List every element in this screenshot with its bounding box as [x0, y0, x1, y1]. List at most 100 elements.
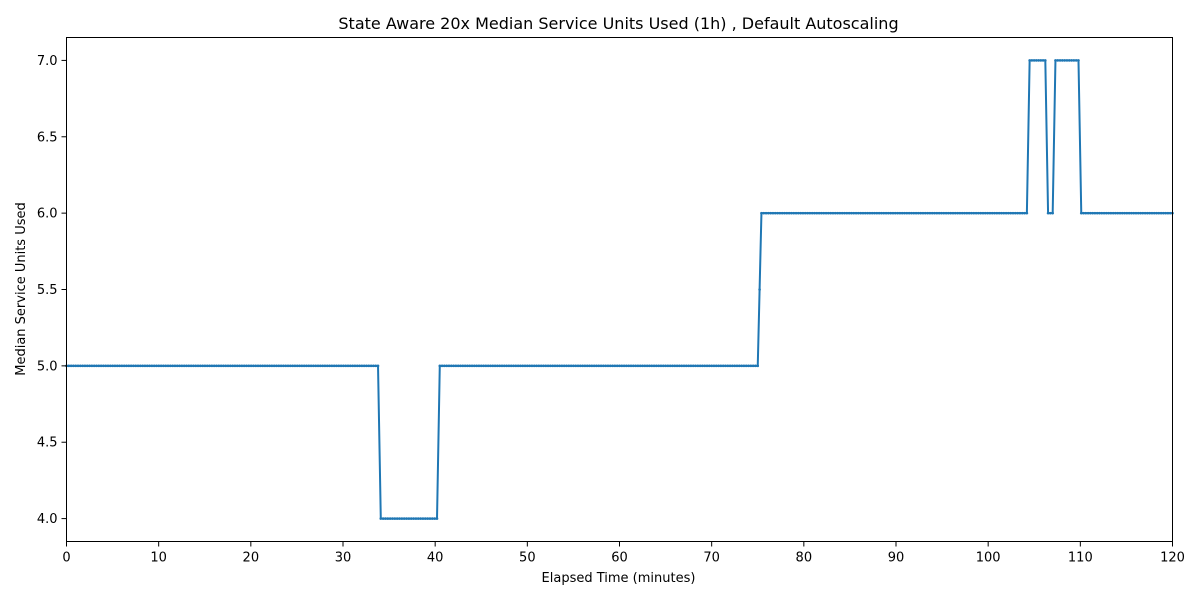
data-point [256, 364, 260, 368]
data-point [118, 364, 121, 368]
data-point [81, 364, 84, 368]
data-point [388, 517, 392, 520]
data-point [400, 517, 404, 520]
data-point [102, 364, 105, 368]
data-point [447, 364, 451, 368]
data-point [551, 364, 554, 368]
data-point [355, 364, 359, 368]
data-point [574, 364, 578, 368]
data-point [572, 364, 575, 368]
data-point [484, 364, 488, 368]
data-point [783, 211, 786, 215]
data-point [705, 364, 709, 368]
data-point [261, 364, 264, 368]
data-point [85, 364, 89, 368]
data-point [585, 364, 589, 368]
data-point [325, 364, 329, 368]
data-point [546, 364, 550, 368]
data-point [134, 364, 138, 368]
data-point [645, 364, 649, 368]
data-point [491, 364, 495, 368]
data-point [270, 364, 274, 368]
data-point [632, 364, 635, 368]
data-point [771, 211, 775, 215]
data-point [740, 364, 743, 368]
data-point [175, 364, 179, 368]
data-point [479, 364, 483, 368]
data-point [767, 211, 770, 215]
data-point [680, 364, 684, 368]
data-point [1148, 211, 1151, 215]
data-point [1159, 211, 1163, 215]
data-point [643, 364, 647, 368]
data-point [1125, 211, 1129, 215]
data-point [512, 364, 515, 368]
data-point [1065, 59, 1069, 62]
data-point [493, 364, 497, 368]
data-point [977, 211, 980, 215]
data-point [1032, 59, 1036, 62]
data-point [277, 364, 281, 368]
data-point [972, 211, 976, 215]
data-point [374, 364, 378, 368]
data-point [641, 364, 644, 368]
data-point [475, 364, 478, 368]
data-point [139, 364, 142, 368]
data-point [372, 364, 375, 368]
data-point [152, 364, 156, 368]
data-point [143, 364, 147, 368]
data-point [567, 364, 571, 368]
data-point [703, 364, 707, 368]
data-point [685, 364, 688, 368]
data-point [507, 364, 511, 368]
y-axis: 4.0 4.5 5.0 5.5 6.0 6.5 7.0 [37, 54, 67, 527]
data-point [245, 364, 248, 368]
data-point [924, 211, 927, 215]
data-point [648, 364, 651, 368]
x-tick-label: 80 [796, 551, 813, 566]
data-point [509, 364, 513, 368]
x-tick-label: 30 [335, 551, 352, 566]
data-point [1028, 59, 1031, 62]
data-point [132, 364, 135, 368]
data-point [358, 364, 361, 368]
data-point [516, 364, 520, 368]
data-point [780, 211, 784, 215]
data-point [367, 364, 371, 368]
data-point [1093, 211, 1097, 215]
data-point [182, 364, 186, 368]
data-point [1111, 211, 1115, 215]
data-point [958, 211, 962, 215]
data-point [500, 364, 504, 368]
data-point [836, 211, 839, 215]
data-point [995, 211, 999, 215]
data-point [933, 211, 936, 215]
data-point [935, 211, 939, 215]
data-point [769, 211, 772, 215]
data-point [111, 364, 114, 368]
data-point [259, 364, 262, 368]
data-point [519, 364, 522, 368]
data-point [279, 364, 283, 368]
data-point [731, 364, 734, 368]
data-point [157, 364, 161, 368]
data-point [1136, 211, 1140, 215]
data-point [125, 364, 128, 368]
data-point [173, 364, 177, 368]
data-point [530, 364, 534, 368]
data-point [1044, 59, 1047, 62]
data-point [240, 364, 244, 368]
data-point [1011, 211, 1015, 215]
y-tick-label: 4.5 [37, 436, 58, 451]
data-point [721, 364, 725, 368]
data-point [309, 364, 313, 368]
data-point [831, 211, 835, 215]
x-axis: 0 10 20 30 40 50 60 70 80 90 100 110 120 [62, 541, 1185, 566]
data-point [489, 364, 492, 368]
data-point [136, 364, 140, 368]
data-point [673, 364, 677, 368]
data-point [1063, 59, 1066, 62]
data-point [109, 364, 112, 368]
data-point [602, 364, 605, 368]
